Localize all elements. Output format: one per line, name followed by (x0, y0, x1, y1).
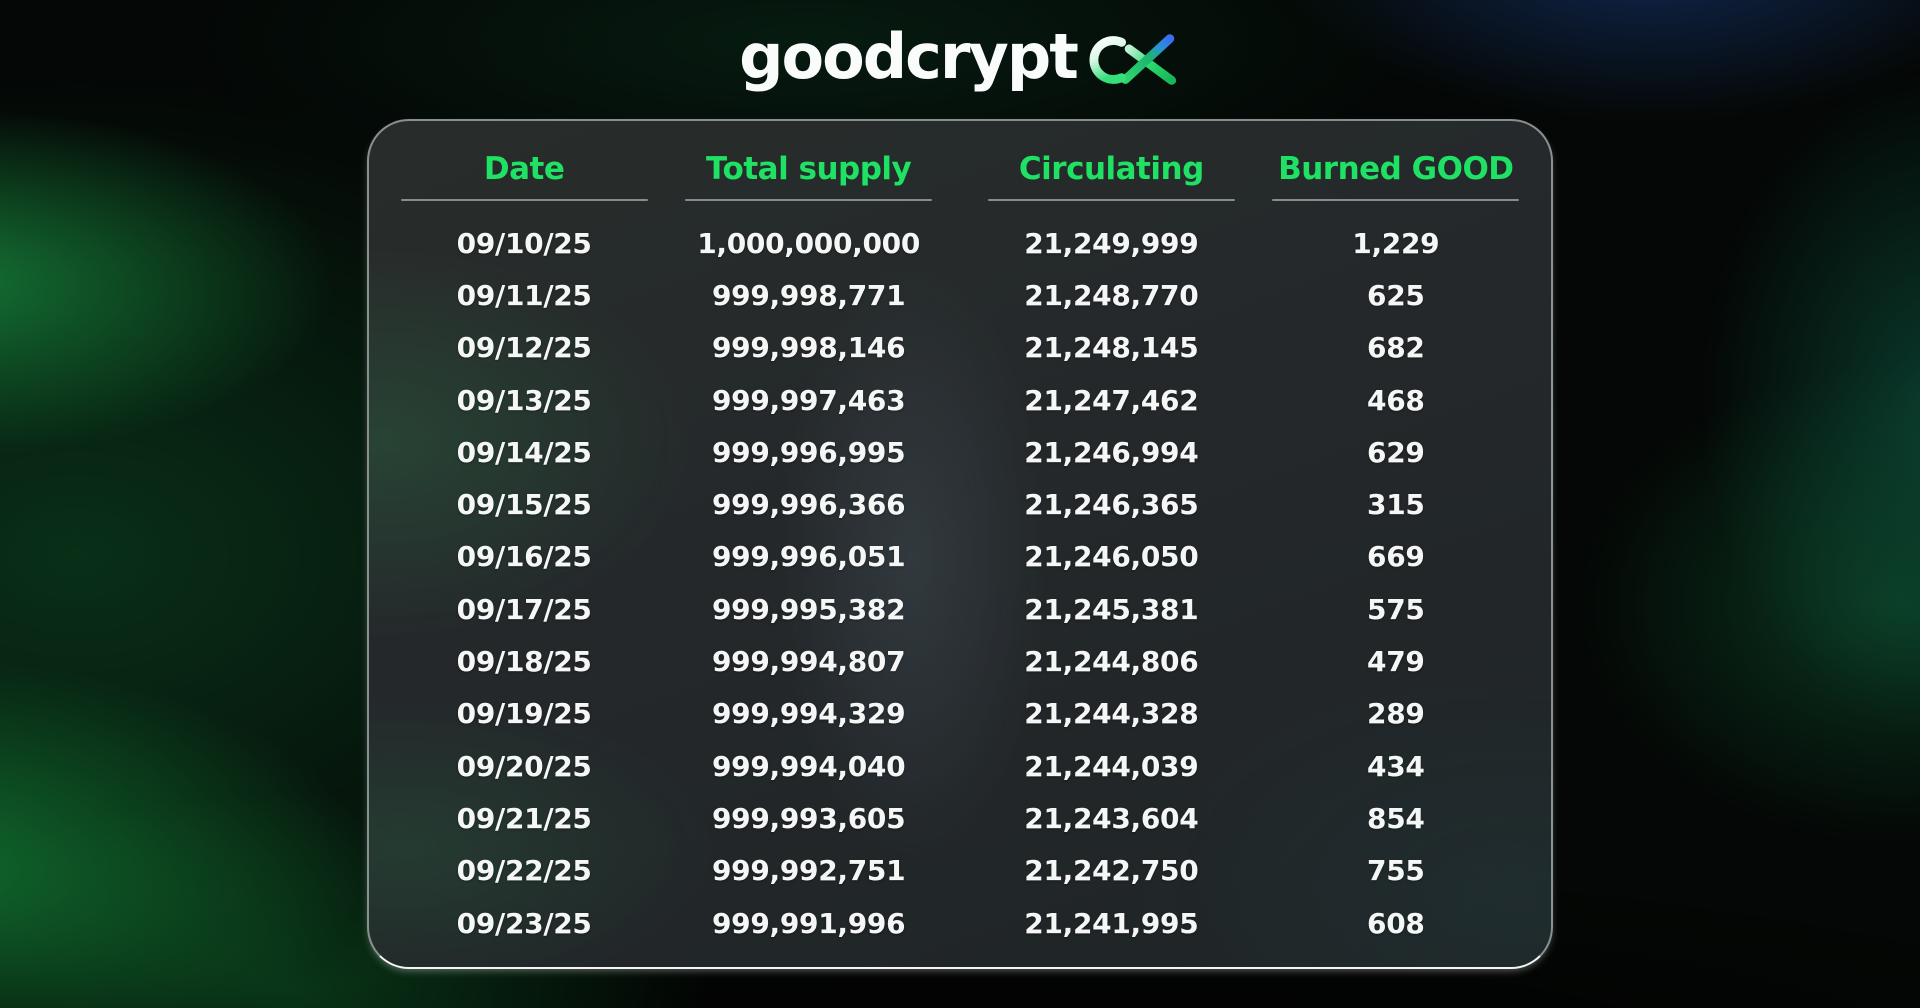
column-header-underline (400, 199, 648, 201)
column-header-label: Date (483, 151, 565, 187)
table-cell: 608 (1367, 906, 1425, 940)
table-cell: 999,992,751 (711, 854, 906, 888)
table-cell: 21,246,365 (1024, 488, 1199, 522)
table-cell: 09/16/25 (456, 540, 592, 574)
table-row: 09/17/25 999,995,382 21,245,381 575 (391, 583, 1529, 635)
table-cell: 682 (1367, 331, 1425, 365)
table-cell: 999,998,146 (711, 331, 906, 365)
table-header-row: Date Total supply Circulating Burned GOOD (391, 135, 1529, 213)
table-cell: 629 (1367, 435, 1425, 469)
table-row: 09/22/25 999,992,751 21,242,750 755 (391, 845, 1529, 897)
table-cell: 854 (1367, 801, 1425, 835)
table-cell: 575 (1367, 592, 1425, 626)
table-cell: 21,244,806 (1024, 645, 1199, 679)
table-cell: 315 (1367, 488, 1425, 522)
table-cell: 09/12/25 (456, 331, 592, 365)
table-cell: 09/14/25 (456, 435, 592, 469)
table-cell: 999,994,040 (711, 749, 906, 783)
table-cell: 21,244,328 (1024, 697, 1199, 731)
table-row: 09/23/25 999,991,996 21,241,995 608 (391, 897, 1529, 949)
table-cell: 999,997,463 (711, 383, 906, 417)
table-cell: 999,996,366 (711, 488, 906, 522)
table-row: 09/13/25 999,997,463 21,247,462 468 (391, 374, 1529, 426)
table-cell: 21,241,995 (1024, 906, 1199, 940)
column-header-underline (1272, 199, 1520, 201)
table-cell: 999,993,605 (711, 801, 906, 835)
table-row: 09/20/25 999,994,040 21,244,039 434 (391, 740, 1529, 792)
table-cell: 434 (1367, 749, 1425, 783)
table-cell: 09/11/25 (456, 278, 592, 312)
column-header-underline (685, 199, 933, 201)
table-cell: 21,244,039 (1024, 749, 1199, 783)
table-cell: 09/15/25 (456, 488, 592, 522)
table-row: 09/16/25 999,996,051 21,246,050 669 (391, 531, 1529, 583)
table-cell: 09/10/25 (456, 226, 592, 260)
table-row: 09/12/25 999,998,146 21,248,145 682 (391, 322, 1529, 374)
table-cell: 999,994,807 (711, 645, 906, 679)
table-row: 09/11/25 999,998,771 21,248,770 625 (391, 269, 1529, 321)
table-cell: 09/20/25 (456, 749, 592, 783)
table-cell: 999,994,329 (711, 697, 906, 731)
supply-table-panel: Date Total supply Circulating Burned GOOD 0… (367, 119, 1553, 969)
table-cell: 625 (1367, 278, 1425, 312)
table-cell: 1,000,000,000 (697, 226, 921, 260)
table-cell: 09/19/25 (456, 697, 592, 731)
table-cell: 21,246,050 (1024, 540, 1199, 574)
table-row: 09/19/25 999,994,329 21,244,328 289 (391, 688, 1529, 740)
table-cell: 669 (1367, 540, 1425, 574)
table-row: 09/10/25 1,000,000,000 21,249,999 1,229 (391, 217, 1529, 269)
brand-header: goodcrypt (0, 0, 1920, 94)
column-header-underline (987, 199, 1235, 201)
table-row: 09/15/25 999,996,366 21,246,365 315 (391, 478, 1529, 530)
column-header-label: Burned GOOD (1278, 151, 1514, 187)
table-cell: 21,246,994 (1024, 435, 1199, 469)
column-header-circulating: Circulating (960, 135, 1263, 213)
table-cell: 999,998,771 (711, 278, 906, 312)
table-cell: 479 (1367, 645, 1425, 679)
table-row: 09/21/25 999,993,605 21,243,604 854 (391, 792, 1529, 844)
table-cell: 999,995,382 (711, 592, 906, 626)
table-cell: 21,249,999 (1024, 226, 1199, 260)
table-cell: 468 (1367, 383, 1425, 417)
table-cell: 21,242,750 (1024, 854, 1199, 888)
column-header-date: Date (391, 135, 657, 213)
brand-logo-text: goodcrypt (739, 20, 1079, 93)
table-cell: 999,996,051 (711, 540, 906, 574)
column-header-burned-good: Burned GOOD (1263, 135, 1529, 213)
table-cell: 09/23/25 (456, 906, 592, 940)
table-cell: 21,248,770 (1024, 278, 1199, 312)
table-cell: 09/13/25 (456, 383, 592, 417)
table-cell: 09/17/25 (456, 592, 592, 626)
table-row: 09/18/25 999,994,807 21,244,806 479 (391, 635, 1529, 687)
table-cell: 21,247,462 (1024, 383, 1199, 417)
table-body: 09/10/25 1,000,000,000 21,249,999 1,229 09/1… (391, 213, 1529, 949)
column-header-total-supply: Total supply (657, 135, 960, 213)
table-cell: 09/22/25 (456, 854, 592, 888)
table-cell: 09/21/25 (456, 801, 592, 835)
table-cell: 09/18/25 (456, 645, 592, 679)
table-cell: 289 (1367, 697, 1425, 731)
table-row: 09/14/25 999,996,995 21,246,994 629 (391, 426, 1529, 478)
table-cell: 21,243,604 (1024, 801, 1199, 835)
table-cell: 21,248,145 (1024, 331, 1199, 365)
table-cell: 1,229 (1352, 226, 1440, 260)
table-cell: 755 (1367, 854, 1425, 888)
table-cell: 21,245,381 (1024, 592, 1199, 626)
brand-logo-ox-mark-icon (1089, 34, 1176, 85)
table-cell: 999,991,996 (711, 906, 906, 940)
column-header-label: Circulating (1018, 151, 1204, 187)
table-cell: 999,996,995 (711, 435, 906, 469)
column-header-label: Total supply (706, 151, 912, 187)
